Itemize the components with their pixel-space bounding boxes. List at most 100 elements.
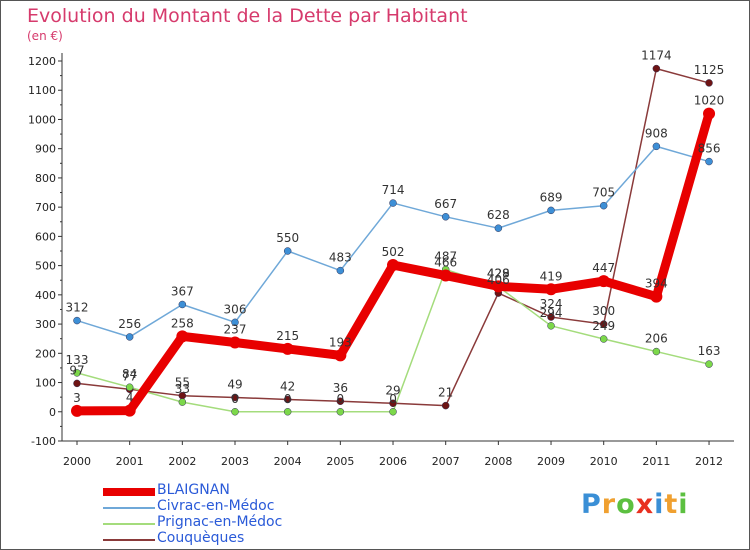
data-point [703,107,716,120]
data-point [652,142,661,151]
logo-letter: x [635,489,655,520]
chart-axes: -100010020030040050060070080090010001100… [28,53,734,468]
series-lines [76,67,714,416]
y-tick-label: 800 [35,172,56,185]
data-label: 367 [171,284,194,298]
data-point [231,393,239,402]
data-label: 689 [540,190,563,204]
data-label: 300 [592,304,615,318]
data-label: 0 [231,392,239,406]
logo-letter: r [601,489,617,520]
x-tick-label: 2003 [221,455,249,468]
data-label: 312 [66,301,89,315]
data-label: 428 [487,267,510,281]
data-label: 550 [276,231,299,245]
data-label: 29 [385,383,400,397]
data-label: 237 [224,322,247,336]
data-point [387,259,400,272]
y-tick-label: 400 [35,289,56,302]
data-label: 714 [382,183,405,197]
logo-letter: o [616,489,636,520]
data-label: 256 [118,317,141,331]
data-point [599,201,608,210]
data-point [336,266,345,275]
data-label: 258 [171,316,194,330]
legend-label: Civrac-en-Médoc [157,498,275,514]
data-label: 466 [434,256,457,270]
y-tick-label: 1200 [28,55,56,68]
data-labels: 97 77 55 49 42 36 29 21406324300117411251338433… [66,49,725,406]
data-point [71,404,83,417]
data-label: 1125 [694,63,725,77]
x-tick-label: 2001 [116,455,144,468]
x-tick-label: 2000 [63,455,91,468]
unit-label: (en €) [27,29,63,43]
data-point [389,399,397,408]
data-point [547,322,555,330]
data-point [652,64,661,73]
data-point [123,404,136,417]
data-label: 0 [337,392,345,406]
data-label: 429 [487,266,510,280]
y-tick-label: 1100 [28,84,56,97]
data-label: 1020 [694,94,725,108]
data-label: 0 [389,392,397,406]
legend-swatch [103,507,155,509]
data-label: 206 [645,332,668,346]
data-label: 447 [592,261,615,275]
data-point [389,199,397,207]
x-tick-label: 2005 [326,455,354,468]
series-markers [71,64,716,417]
data-label: 502 [382,245,405,259]
data-point [125,333,134,341]
data-label: 856 [698,142,721,156]
data-point [336,397,345,405]
data-point [492,280,505,293]
data-label: 4 [126,391,134,405]
data-point [231,318,239,327]
data-label: 55 [175,376,190,390]
legend-label: BLAIGNAN [157,482,230,498]
data-point [547,206,555,215]
data-label: 215 [276,329,299,343]
legend-swatch [103,523,155,525]
x-tick-label: 2004 [274,455,302,468]
data-label: 77 [122,369,137,383]
x-tick-label: 2011 [642,455,670,468]
chart-title: Evolution du Montant de la Dette par Hab… [27,5,468,27]
data-label: 487 [434,249,457,263]
y-tick-label: 1000 [28,113,56,126]
data-point [283,408,292,416]
data-point [705,360,713,368]
x-tick-label: 2008 [484,455,512,468]
data-point [652,347,661,356]
data-point [650,290,663,303]
x-tick-label: 2010 [590,455,618,468]
data-point [176,330,189,343]
data-point [281,342,294,355]
data-label: 705 [592,186,615,200]
data-point [334,349,347,362]
y-tick-label: 900 [35,143,56,156]
data-label: 133 [66,353,89,367]
data-label: 306 [224,302,247,316]
data-point [73,369,81,377]
data-label: 419 [540,269,563,283]
y-tick-label: -100 [31,435,56,448]
x-tick-label: 2002 [168,455,196,468]
data-label: 667 [434,197,457,211]
data-label: 1174 [641,49,672,63]
data-point [178,398,187,406]
data-label: 394 [645,277,668,291]
data-point [125,383,134,391]
data-point [441,401,450,410]
x-tick-label: 2006 [379,455,407,468]
data-point [441,213,450,221]
data-label: 628 [487,208,510,222]
logo-letter: P [581,489,602,520]
data-label: 249 [592,319,615,333]
data-point [545,283,558,296]
data-point [599,320,608,328]
